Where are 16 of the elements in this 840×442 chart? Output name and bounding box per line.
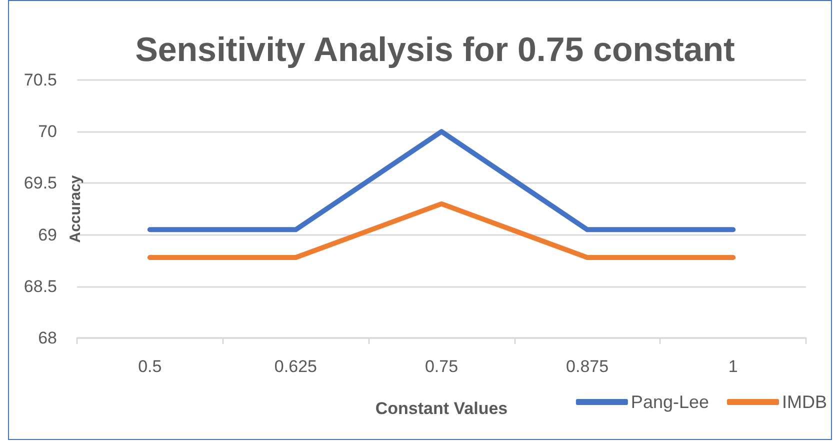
x-tick-label: 1 — [728, 357, 738, 376]
y-tick-label: 70.5 — [24, 70, 57, 90]
x-tick-label: 0.875 — [566, 357, 609, 376]
y-tick-label: 69 — [38, 225, 57, 244]
x-tick-label: 0.5 — [138, 357, 162, 376]
y-tick-label: 70 — [38, 122, 57, 142]
legend-label: IMDB — [782, 392, 827, 412]
x-tick-label: 0.625 — [274, 357, 317, 376]
y-tick-label: 68 — [38, 328, 57, 348]
y-tick-label: 68.5 — [24, 276, 57, 296]
legend-label: Pang-Lee — [630, 392, 710, 412]
x-axis-title: Constant Values — [375, 399, 508, 418]
y-tick-label: 69.5 — [24, 174, 57, 193]
chart-title: Sensitivity Analysis for 0.75 constant — [135, 31, 735, 69]
y-axis-title: Accuracy — [67, 174, 84, 243]
x-tick-label: 0.75 — [424, 357, 458, 376]
